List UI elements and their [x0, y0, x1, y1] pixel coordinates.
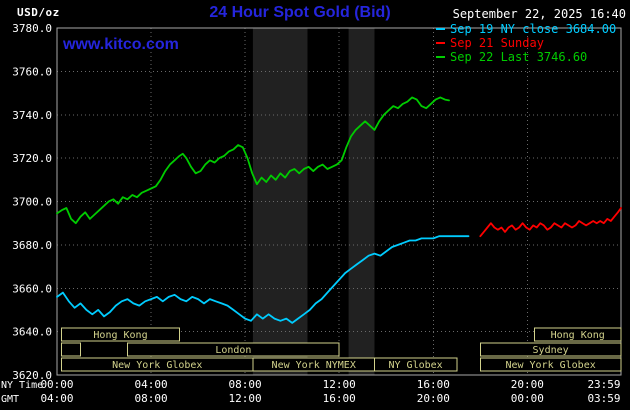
- legend-item: Sep 21 Sunday: [436, 36, 616, 50]
- series-line-sep-22: [56, 96, 450, 225]
- x-axis-row-label-ny-time: NY Time: [1, 380, 43, 391]
- legend: Sep 19 NY close 3684.00 Sep 21 Sunday Sep …: [436, 22, 616, 64]
- legend-label: Sep 21 Sunday: [450, 36, 544, 50]
- session-box-hong-kong: [533, 327, 622, 342]
- session-box-sydney: [479, 342, 622, 357]
- legend-color-dash-icon: [436, 42, 445, 44]
- y-tick-label: 3660.0: [12, 282, 52, 295]
- y-tick-label: 3700.0: [12, 196, 52, 209]
- x-tick-label-gmt: 04:00: [40, 392, 73, 405]
- session-label-new-york-globex: New York Globex: [505, 360, 595, 371]
- y-tick-label: 3620.0: [12, 369, 52, 382]
- x-tick-label-ny: 12:00: [323, 378, 356, 391]
- legend-item: Sep 19 NY close 3684.00: [436, 22, 616, 36]
- x-tick-label-gmt: 08:00: [135, 392, 168, 405]
- session-box-hong-kong: [61, 327, 180, 342]
- legend-item: Sep 22 Last 3746.60: [436, 50, 616, 64]
- legend-color-dash-icon: [436, 56, 445, 58]
- session-label-hong-kong: Hong Kong: [93, 330, 147, 341]
- x-tick-label-gmt: 16:00: [323, 392, 356, 405]
- x-tick-label-ny: 04:00: [135, 378, 168, 391]
- x-tick-label-ny: 16:00: [417, 378, 450, 391]
- session-box: [61, 342, 81, 357]
- datetime-label: September 22, 2025 16:40: [452, 7, 626, 21]
- session-box-london: [127, 342, 340, 357]
- kitco-watermark-link[interactable]: www.kitco.com: [63, 36, 179, 53]
- y-axis-units-label: USD/oz: [17, 6, 60, 19]
- session-label-new-york-globex: New York Globex: [112, 360, 202, 371]
- y-tick-label: 3720.0: [12, 152, 52, 165]
- session-label-ny-globex: NY Globex: [389, 360, 443, 371]
- x-tick-label-gmt: 12:00: [229, 392, 262, 405]
- x-tick-label-ny: 20:00: [511, 378, 544, 391]
- session-label-sydney: Sydney: [533, 345, 569, 356]
- session-label-new-york-nymex: New York NYMEX: [272, 360, 356, 371]
- y-tick-label: 3760.0: [12, 65, 52, 78]
- x-axis-row-label-gmt: GMT: [1, 394, 19, 405]
- y-tick-label: 3640.0: [12, 326, 52, 339]
- x-tick-label-ny: 23:59: [587, 378, 620, 391]
- plot-border: [56, 27, 622, 376]
- legend-color-dash-icon: [436, 28, 445, 30]
- session-label-hong-kong: Hong Kong: [551, 330, 605, 341]
- x-tick-label-gmt: 20:00: [417, 392, 450, 405]
- x-tick-label-gmt: 03:59: [587, 392, 620, 405]
- session-label-london: London: [215, 345, 251, 356]
- y-tick-label: 3740.0: [12, 109, 52, 122]
- chart-title: 24 Hour Spot Gold (Bid): [209, 4, 391, 21]
- x-tick-label-gmt: 00:00: [511, 392, 544, 405]
- session-box-new-york-globex: [479, 357, 622, 372]
- series-line-sep-19-ny-close: [56, 235, 470, 324]
- legend-label: Sep 22 Last 3746.60: [450, 50, 588, 64]
- x-tick-label-ny: 00:00: [40, 378, 73, 391]
- session-box-ny-globex: [374, 357, 458, 372]
- y-tick-label: 3680.0: [12, 239, 52, 252]
- x-tick-label-ny: 08:00: [229, 378, 262, 391]
- series-line-sep-21-sunday: [479, 207, 622, 238]
- y-tick-label: 3780.0: [12, 22, 52, 35]
- legend-label: Sep 19 NY close 3684.00: [450, 22, 617, 36]
